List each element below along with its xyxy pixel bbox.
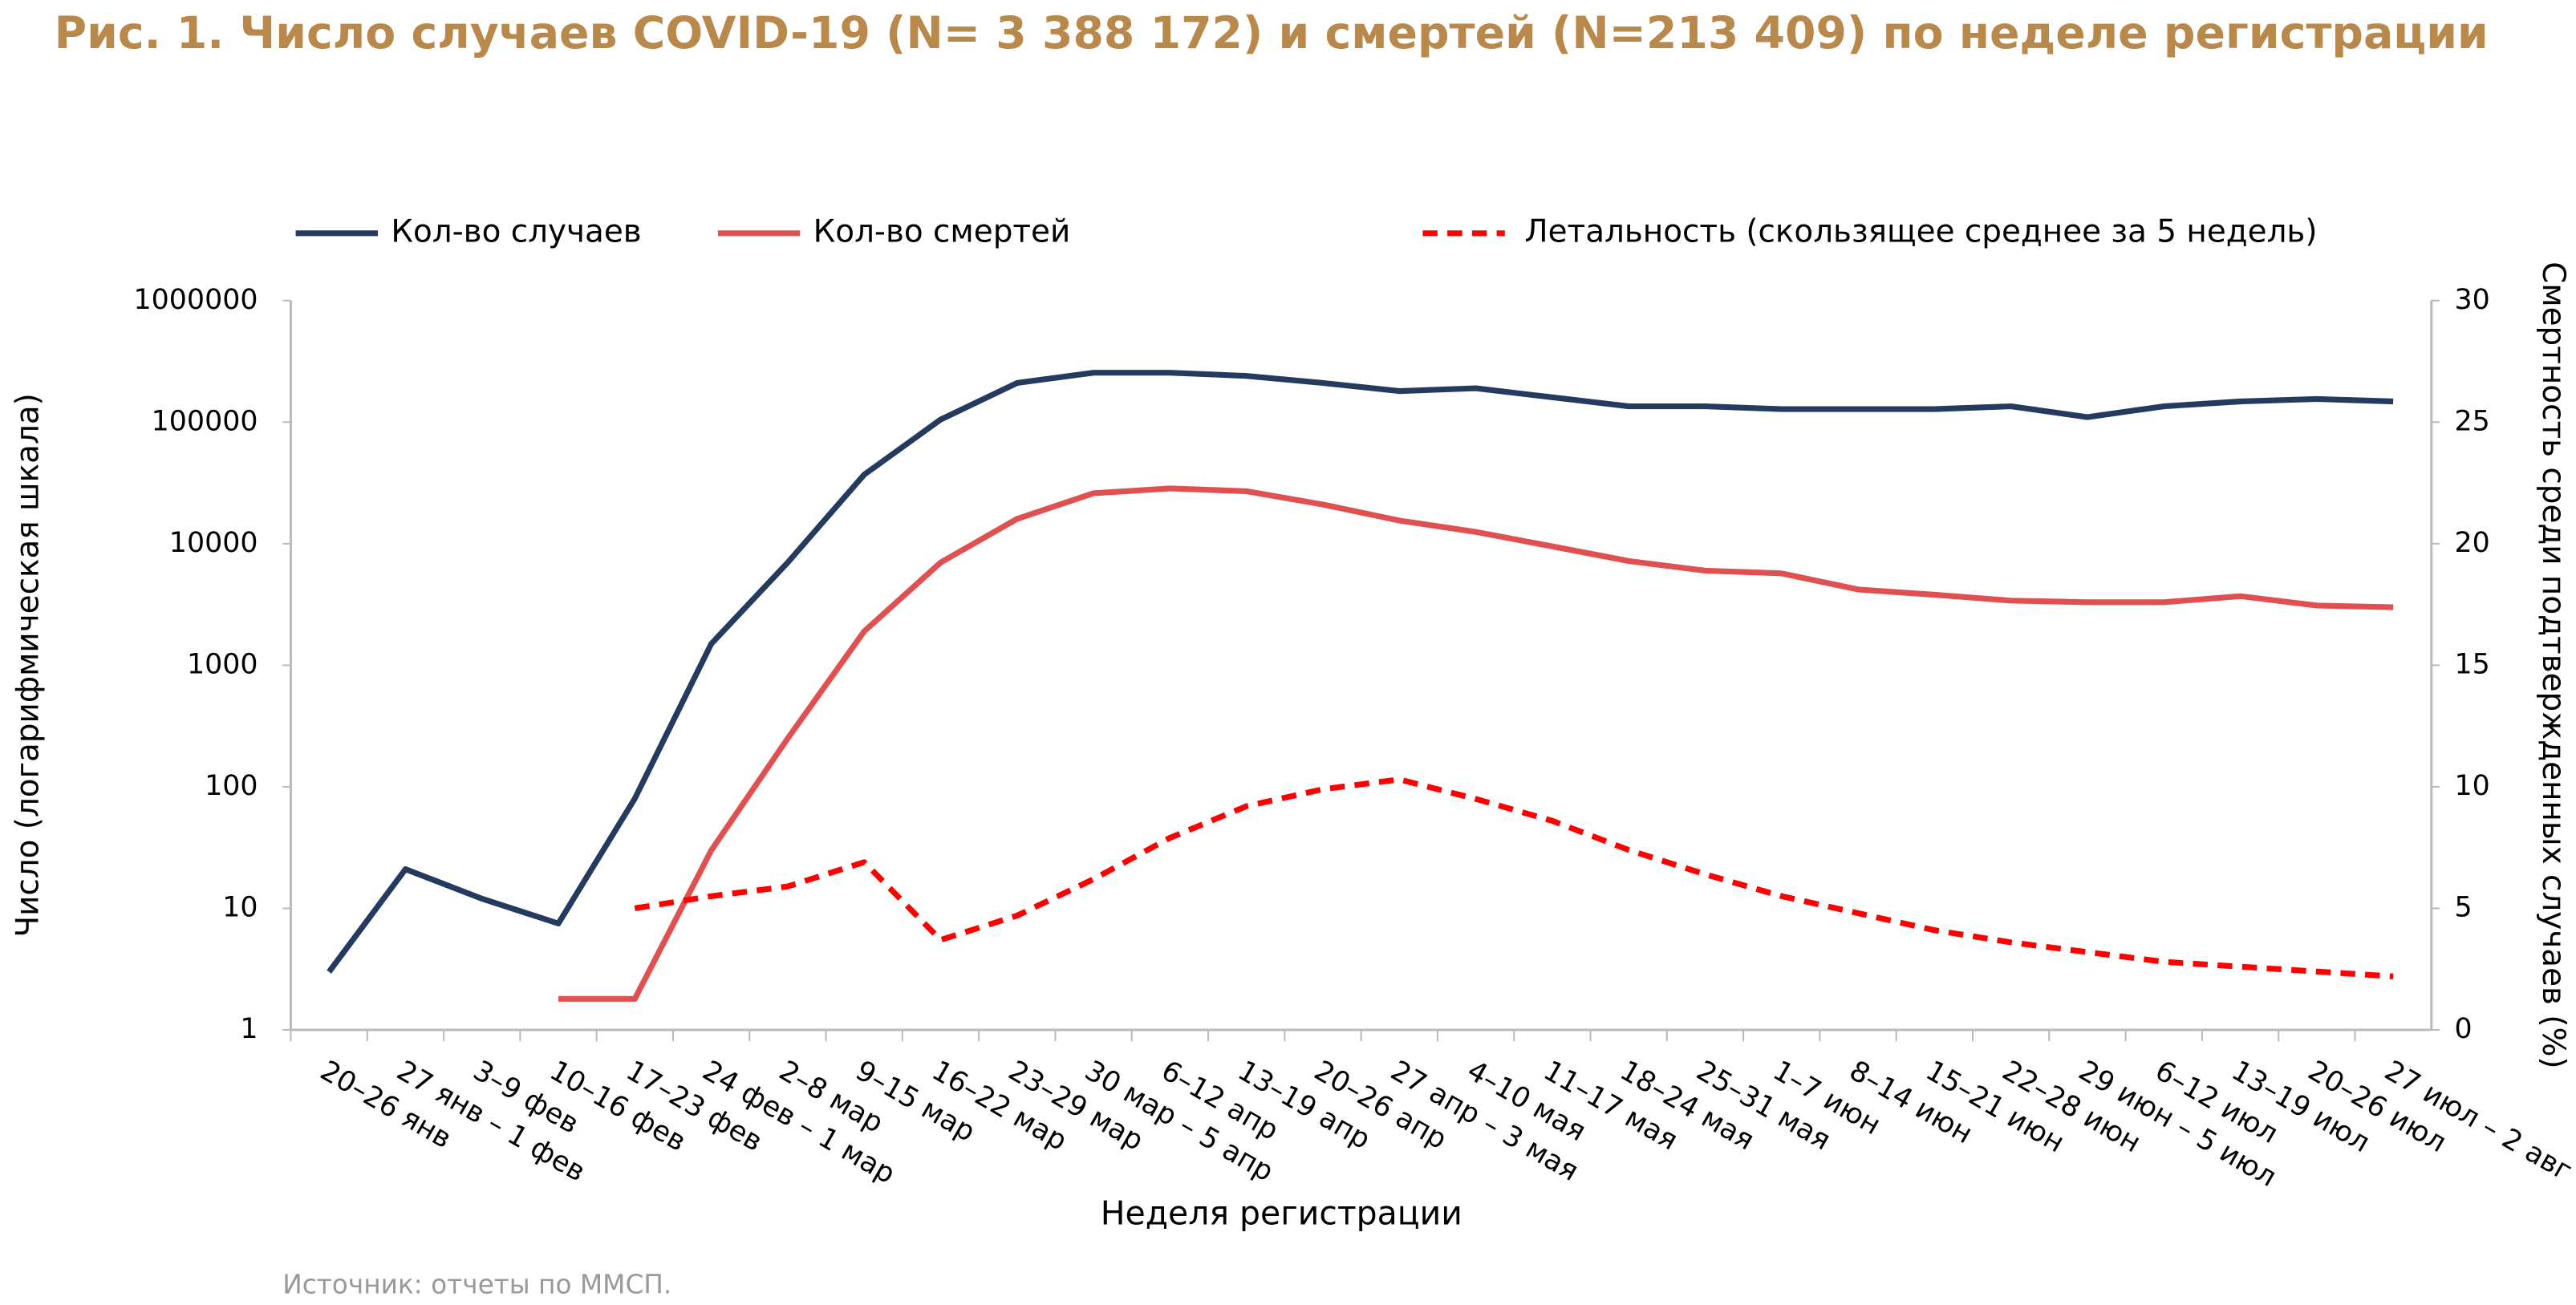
y-tick-label: 100000	[152, 405, 258, 437]
legend-label: Летальность (скользящее среднее за 5 нед…	[1524, 213, 2317, 249]
y2-tick-label: 20	[2454, 527, 2489, 559]
y-tick-label: 1000	[187, 648, 258, 680]
series-line	[327, 370, 2394, 974]
y2-tick-label: 25	[2454, 405, 2489, 437]
y2-tick-label: 0	[2454, 1013, 2472, 1045]
y-axis-title: Число (логарифмическая шкала)	[10, 393, 46, 937]
x-axis-title: Неделя регистрации	[1101, 1194, 1462, 1232]
y-tick-label: 100	[205, 770, 258, 802]
y2-tick-label: 15	[2454, 648, 2489, 680]
series-line	[634, 776, 2394, 979]
y-tick-label: 10000	[169, 527, 258, 559]
y2-tick-label: 10	[2454, 770, 2489, 802]
y-tick-label: 1	[240, 1013, 258, 1045]
y2-tick-label: 30	[2454, 284, 2489, 316]
legend-label: Кол-во случаев	[391, 213, 641, 249]
legend-label: Кол-во смертей	[813, 213, 1071, 249]
chart-title: Рис. 1. Число случаев COVID-19 (N= 3 388…	[55, 8, 2489, 59]
y2-tick-label: 5	[2454, 891, 2472, 923]
y-tick-label: 10	[222, 891, 258, 923]
y2-axis-title: Смертность среди подтвержденных случаев …	[2535, 261, 2571, 1068]
y-tick-label: 1000000	[134, 284, 258, 316]
source-note: Источник: отчеты по ММСП.	[282, 1269, 671, 1299]
series-line	[558, 485, 2394, 1002]
